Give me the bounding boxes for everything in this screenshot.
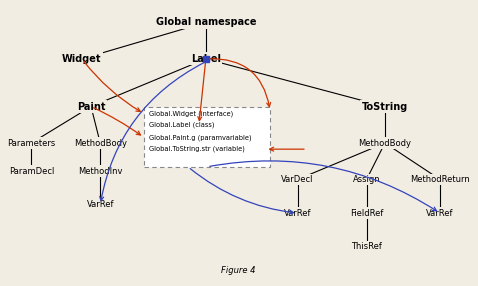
Text: Figure 4: Figure 4 <box>221 266 255 275</box>
Text: Global.Label (class): Global.Label (class) <box>149 122 215 128</box>
Text: VarDecl: VarDecl <box>282 175 314 184</box>
FancyBboxPatch shape <box>144 107 270 167</box>
Text: ToString: ToString <box>362 102 408 112</box>
Text: Paint: Paint <box>77 102 105 112</box>
Text: Label: Label <box>191 54 221 64</box>
Text: MethodInv: MethodInv <box>78 166 122 176</box>
Text: Global namespace: Global namespace <box>155 17 256 27</box>
Text: Parameters: Parameters <box>7 138 55 148</box>
Text: ThisRef: ThisRef <box>351 242 382 251</box>
Text: VarRef: VarRef <box>284 208 312 218</box>
Text: FieldRef: FieldRef <box>350 208 383 218</box>
Text: Assign: Assign <box>353 175 380 184</box>
Text: MethodBody: MethodBody <box>358 138 412 148</box>
Text: VarRef: VarRef <box>87 200 114 209</box>
Text: Global.ToString.str (variable): Global.ToString.str (variable) <box>149 146 245 152</box>
Text: ParamDecl: ParamDecl <box>9 166 54 176</box>
Text: Global.Widget (interface): Global.Widget (interface) <box>149 110 234 117</box>
Text: MethodReturn: MethodReturn <box>410 175 470 184</box>
Text: VarRef: VarRef <box>426 208 454 218</box>
Text: MethodBody: MethodBody <box>74 138 127 148</box>
Text: Global.Paint.g (paramvariable): Global.Paint.g (paramvariable) <box>149 134 252 141</box>
Text: Widget: Widget <box>62 54 102 64</box>
